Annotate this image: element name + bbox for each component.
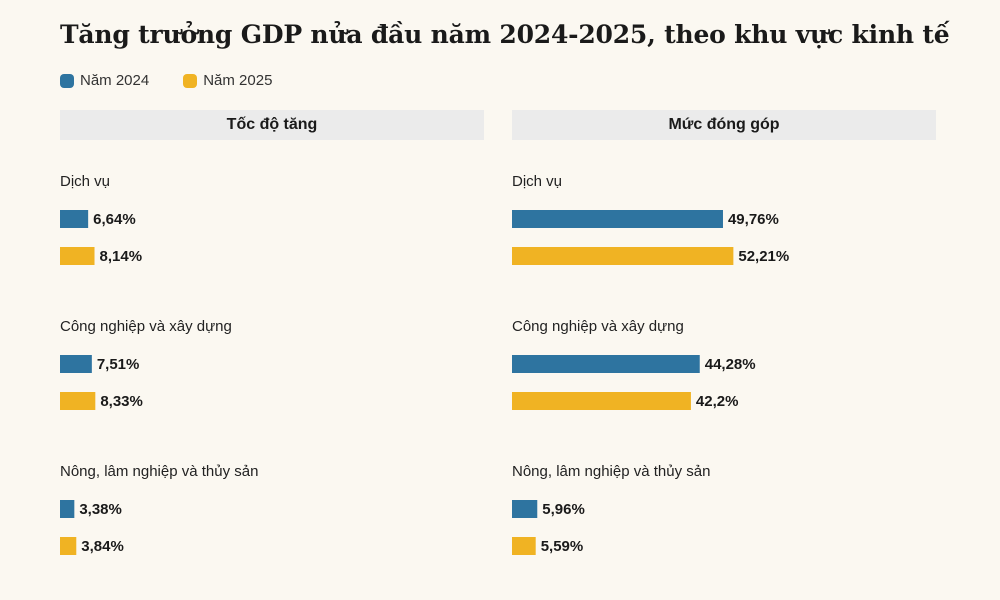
bar-nam-2024-dich-vu [512,210,723,228]
bar-nam-2024-dich-vu [60,210,89,228]
legend: Năm 2024 Năm 2025 [60,72,306,89]
bar-nam-2024-nong-lam-nghiep-va-thuy-san [60,500,75,518]
value-label-nam-2024-cong-nghiep-va-xay-dung: 7,51% [97,356,140,373]
value-label-nam-2025-nong-lam-nghiep-va-thuy-san: 5,59% [541,538,584,555]
value-label-nam-2024-cong-nghiep-va-xay-dung: 44,28% [705,356,756,373]
contribution-header: Mức đóng góp [512,110,936,140]
legend-swatch-2024 [60,73,74,88]
value-label-nam-2024-nong-lam-nghiep-va-thuy-san: 5,96% [542,501,585,518]
bar-nam-2024-cong-nghiep-va-xay-dung [512,355,700,373]
value-label-nam-2024-dich-vu: 49,76% [728,211,779,228]
value-label-nam-2025-nong-lam-nghiep-va-thuy-san: 3,84% [81,538,124,555]
category-label-cong-nghiep-va-xay-dung: Công nghiệp và xây dựng [60,318,232,335]
contribution-chart: Dịch vụ 49,76% 52,21% Công nghiệp và xây dự… [512,173,789,555]
bar-nam-2025-dich-vu [60,247,95,265]
value-label-nam-2024-dich-vu: 6,64% [93,211,136,228]
bar-nam-2025-cong-nghiep-va-xay-dung [512,392,691,410]
bar-nam-2025-nong-lam-nghiep-va-thuy-san [512,537,536,555]
chart-title: Tăng trưởng GDP nửa đầu năm 2024-2025, t… [60,20,950,49]
growth-rate-header: Tốc độ tăng [60,110,484,140]
category-label-cong-nghiep-va-xay-dung: Công nghiệp và xây dựng [512,318,684,335]
legend-label-2024: Năm 2024 [80,72,150,89]
value-label-nam-2025-cong-nghiep-va-xay-dung: 8,33% [100,393,143,410]
legend-swatch-2025 [183,73,198,88]
value-label-nam-2024-nong-lam-nghiep-va-thuy-san: 3,38% [79,501,122,518]
contribution-panel: Mức đóng góp Dịch vụ 49,76% 52,21% Công ngh… [512,110,936,590]
category-label-dich-vu: Dịch vụ [60,173,110,190]
bar-nam-2025-cong-nghiep-va-xay-dung [60,392,96,410]
value-label-nam-2025-dich-vu: 52,21% [738,248,789,265]
legend-label-2025: Năm 2025 [203,72,273,89]
bar-nam-2024-nong-lam-nghiep-va-thuy-san [512,500,538,518]
value-label-nam-2025-dich-vu: 8,14% [100,248,143,265]
growth-rate-chart: Dịch vụ 6,64% 8,14% Công nghiệp và xây dựng… [60,173,258,555]
category-label-nong-lam-nghiep-va-thuy-san: Nông, lâm nghiệp và thủy sản [60,463,258,480]
growth-rate-panel: Tốc độ tăng Dịch vụ 6,64% 8,14% Công nghiệp… [60,110,484,590]
legend-item-2025: Năm 2025 [183,72,272,89]
category-label-nong-lam-nghiep-va-thuy-san: Nông, lâm nghiệp và thủy sản [512,463,710,480]
category-label-dich-vu: Dịch vụ [512,173,562,190]
value-label-nam-2025-cong-nghiep-va-xay-dung: 42,2% [696,393,739,410]
bar-nam-2025-dich-vu [512,247,734,265]
bar-nam-2025-nong-lam-nghiep-va-thuy-san [60,537,77,555]
legend-item-2024: Năm 2024 [60,72,149,89]
bar-nam-2024-cong-nghiep-va-xay-dung [60,355,92,373]
